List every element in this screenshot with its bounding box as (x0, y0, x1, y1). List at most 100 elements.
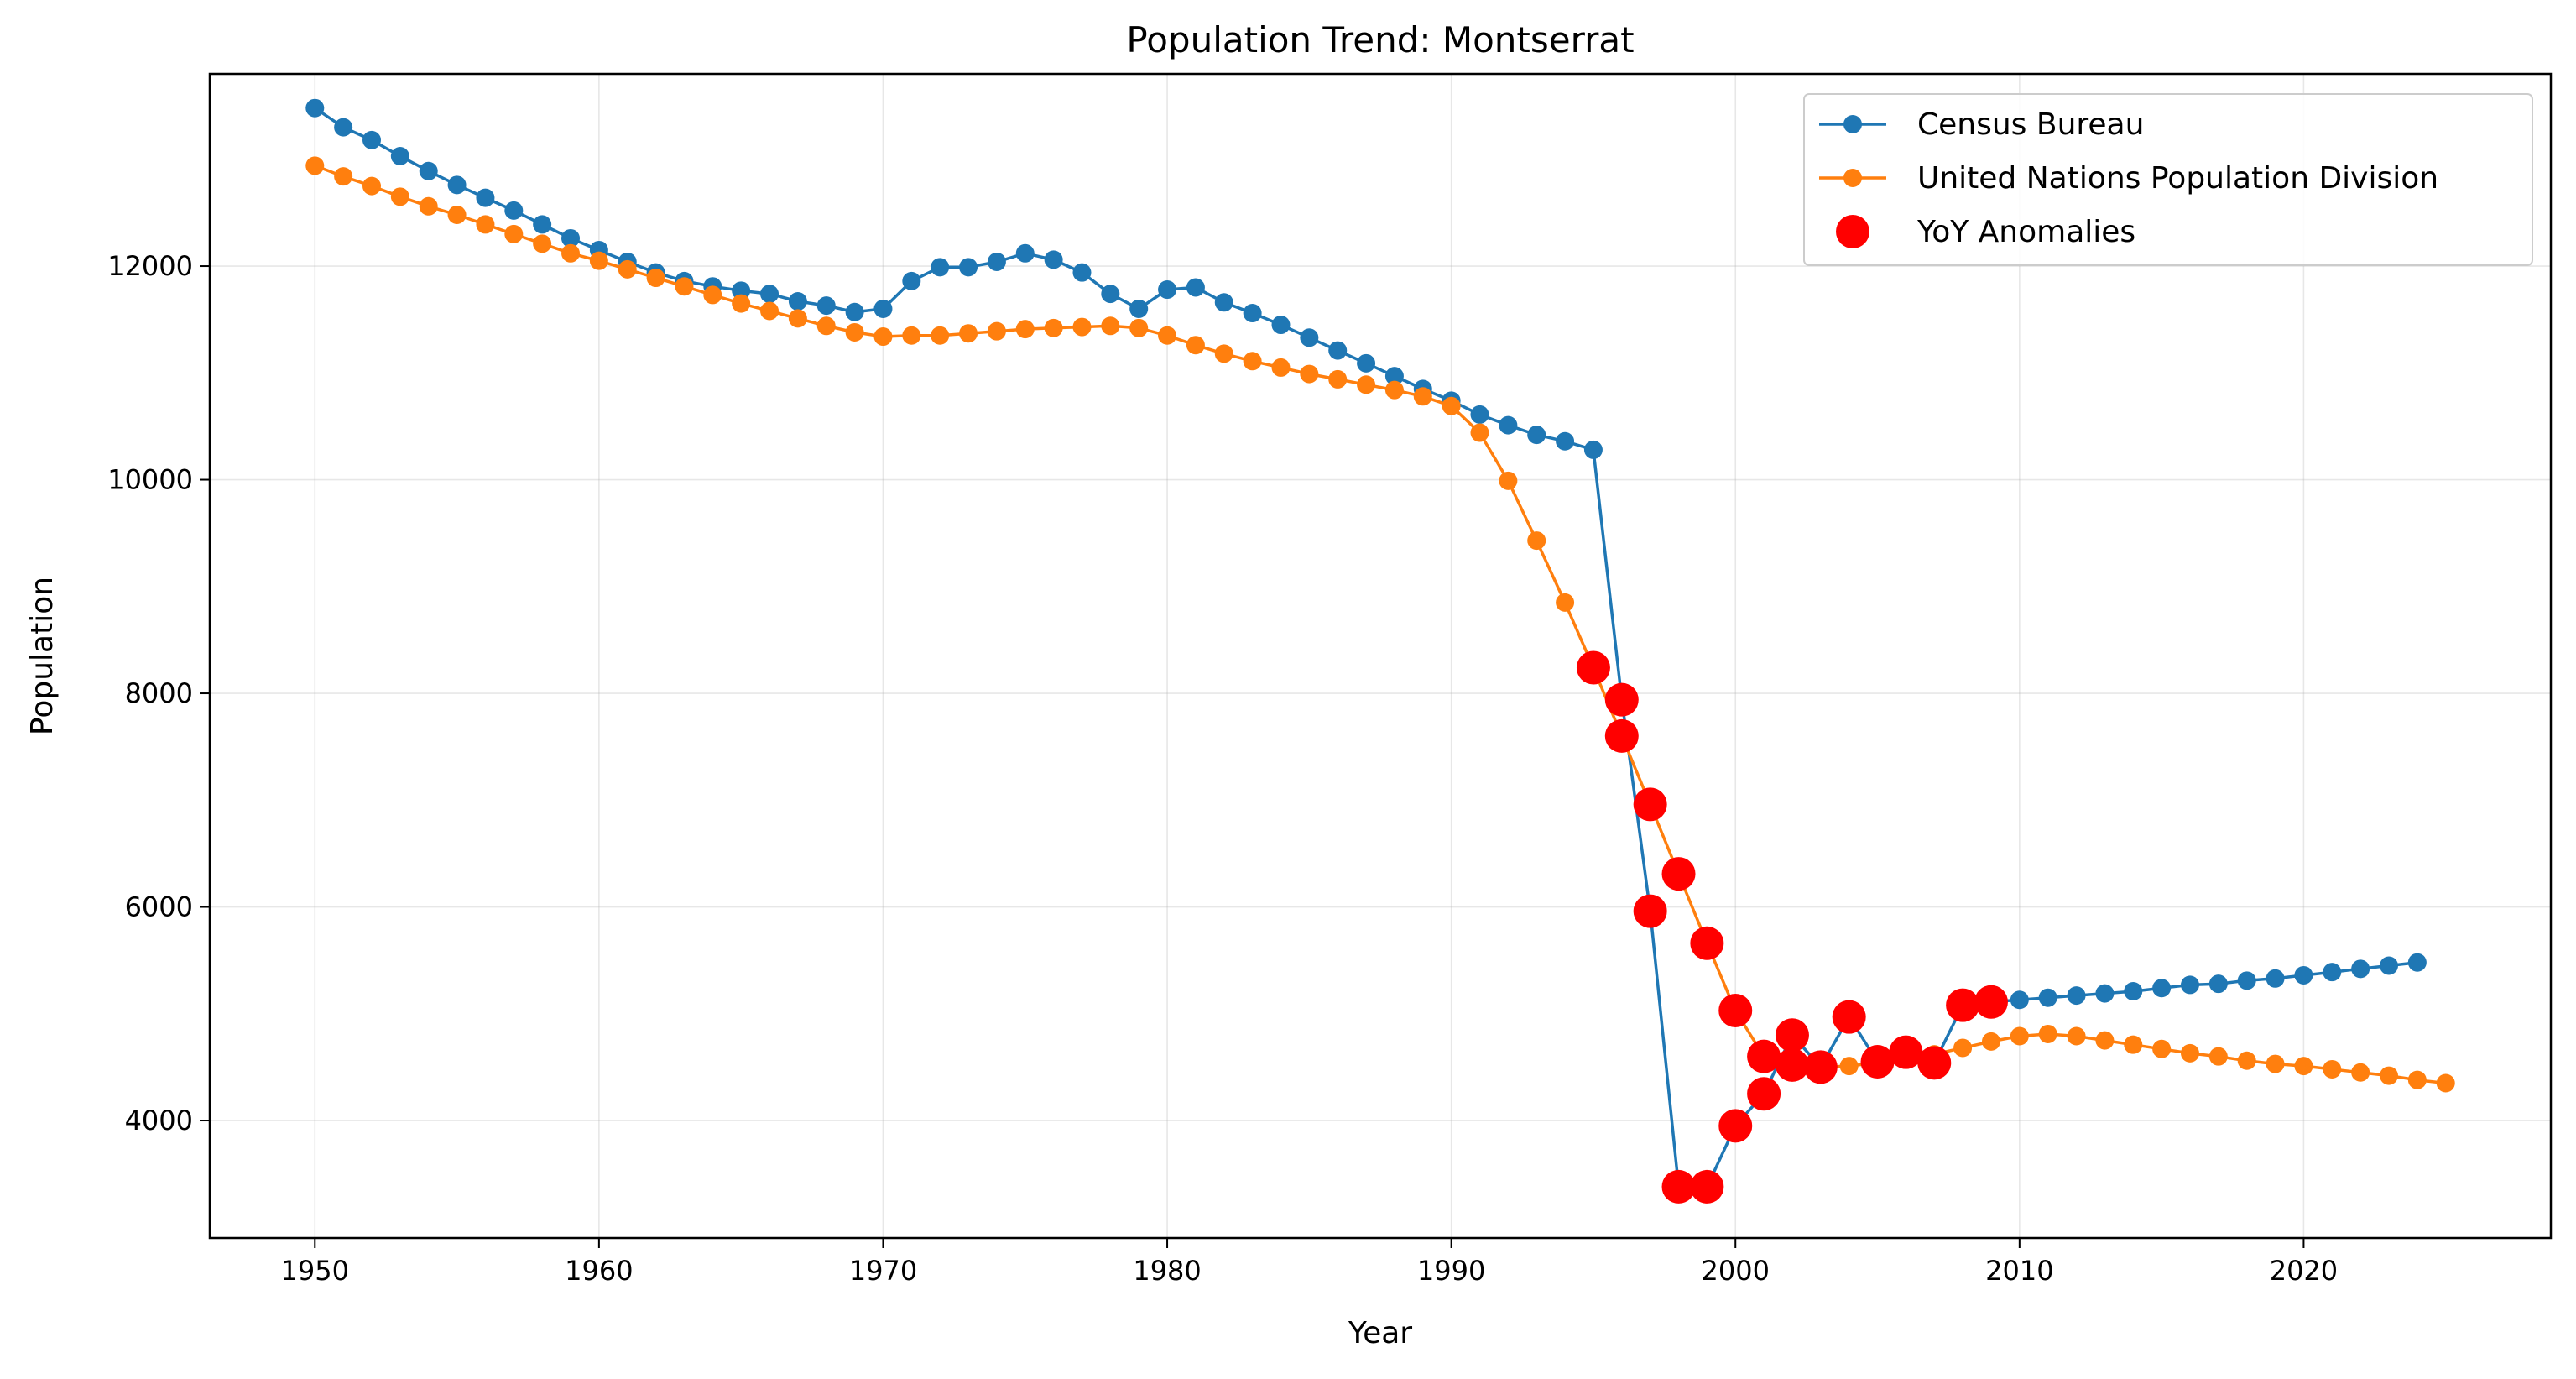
data-point (1015, 320, 1035, 339)
anomaly-point (1718, 993, 1753, 1027)
x-tick-label: 1980 (1133, 1255, 1201, 1287)
data-point (533, 215, 552, 234)
data-point (390, 146, 409, 165)
data-point (1129, 299, 1149, 318)
data-point (2095, 984, 2115, 1003)
data-point (816, 316, 836, 336)
plot-area-frame (208, 72, 2553, 1240)
data-point (1499, 471, 1518, 490)
data-point (1527, 531, 1546, 551)
data-point (2351, 1063, 2370, 1082)
data-point (1470, 423, 1489, 442)
data-point (2180, 975, 2199, 995)
data-point (1499, 415, 1518, 435)
data-point (845, 302, 864, 321)
anomaly-point (1974, 985, 2008, 1019)
data-point (2124, 1035, 2143, 1054)
data-point (788, 292, 807, 311)
anomaly-point (1832, 1000, 1866, 1034)
data-point (1072, 263, 1092, 282)
data-point (1271, 358, 1291, 377)
data-point (2237, 1051, 2256, 1070)
data-point (2294, 1057, 2313, 1076)
x-tick-label: 1960 (565, 1255, 633, 1287)
data-point (2208, 974, 2228, 994)
data-point (2208, 1047, 2228, 1066)
data-point (390, 187, 409, 206)
data-point (2010, 990, 2029, 1010)
anomaly-point (1604, 682, 1639, 717)
plot-series (305, 98, 2455, 1204)
data-point (2323, 1059, 2342, 1079)
data-point (1271, 316, 1291, 335)
data-point (1357, 375, 1376, 394)
data-point (2067, 986, 2086, 1006)
data-point (1442, 396, 1461, 415)
data-point (1214, 344, 1233, 363)
data-point (2407, 953, 2427, 972)
data-point (1044, 318, 1063, 337)
anomaly-point (1604, 718, 1639, 753)
data-point (2124, 982, 2143, 1001)
y-axis-label: Population (25, 577, 60, 735)
data-point (1300, 328, 1319, 347)
data-point (561, 243, 581, 263)
data-point (362, 130, 381, 149)
anomaly-point (1661, 1169, 1696, 1204)
data-point (2294, 965, 2313, 985)
data-point (419, 196, 438, 216)
data-point (1186, 278, 1205, 297)
data-point (987, 321, 1006, 341)
anomaly-point (1889, 1035, 1923, 1069)
data-point (959, 258, 978, 277)
anomaly-point (1775, 1047, 1809, 1082)
data-point (1556, 431, 1575, 451)
data-point (504, 201, 524, 220)
data-point (305, 156, 325, 175)
x-axis-label: Year (1348, 1316, 1412, 1350)
anomaly-point (1690, 1169, 1724, 1204)
anomaly-point (1690, 926, 1724, 960)
data-point (845, 322, 864, 342)
data-point (675, 277, 694, 296)
data-point (1981, 1032, 2000, 1051)
data-point (2237, 971, 2256, 990)
legend-label: YoY Anomalies (1916, 215, 2135, 249)
anomaly-point (1803, 1050, 1838, 1084)
anomaly-point (1860, 1045, 1895, 1079)
data-point (959, 324, 978, 343)
data-point (1243, 304, 1262, 323)
data-point (732, 294, 751, 313)
data-point (1527, 426, 1546, 445)
y-tick-label: 10000 (107, 464, 193, 496)
data-point (2152, 1039, 2172, 1058)
data-point (2010, 1026, 2029, 1046)
data-point (2436, 1073, 2455, 1093)
data-point (1015, 243, 1035, 263)
data-point (1413, 387, 1432, 406)
data-point (2038, 988, 2057, 1007)
data-point (1357, 353, 1376, 373)
data-point (1158, 326, 1177, 345)
data-point (902, 271, 921, 290)
data-point (646, 269, 665, 288)
legend-label: Census Bureau (1917, 107, 2144, 142)
data-point (1300, 364, 1319, 384)
anomaly-point (1633, 787, 1667, 822)
data-point (760, 301, 780, 321)
anomaly-point (1576, 650, 1610, 685)
anomaly-point (1718, 1109, 1753, 1143)
series-0 (305, 98, 2427, 1196)
x-tick-label: 2020 (2270, 1255, 2338, 1287)
data-point (1953, 1038, 1973, 1058)
data-point (816, 296, 836, 316)
series-1 (305, 156, 2455, 1093)
data-point (1101, 285, 1120, 304)
data-point (447, 175, 467, 195)
y-tick-label: 6000 (125, 891, 193, 923)
data-point (788, 309, 807, 328)
x-tick-label: 1970 (849, 1255, 917, 1287)
data-point (1044, 250, 1063, 269)
legend-marker (1843, 115, 1862, 133)
